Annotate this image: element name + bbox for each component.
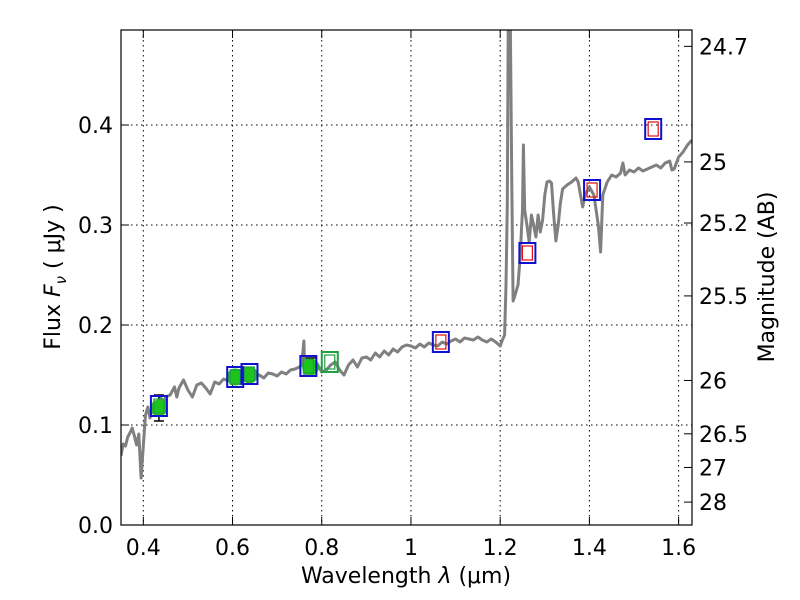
grid-lines xyxy=(121,30,692,526)
x-tick-label: 0.6 xyxy=(215,536,250,561)
y2-axis-ticks: 24.7 25 25.2 25.5 26 26.5 27 28 xyxy=(684,35,748,516)
model-box-inner xyxy=(302,358,314,374)
model-box-inner xyxy=(153,398,165,414)
y-axis-ticks: 0.0 0.1 0.2 0.3 0.4 xyxy=(78,114,129,539)
x-tick-label: 1.2 xyxy=(483,536,518,561)
observed-point xyxy=(226,368,244,386)
model-photometry-boxes xyxy=(149,118,663,417)
x-axis-ticks: 0.4 0.6 0.8 1 1.2 1.4 1.6 xyxy=(126,30,696,561)
model-box-outer xyxy=(149,395,168,417)
observed-point xyxy=(302,358,320,376)
model-box-outer xyxy=(320,351,339,373)
y-tick-label: 0.2 xyxy=(78,314,113,339)
y2-tick-label: 25.5 xyxy=(699,285,748,310)
y-axis-label: Flux Fν ( μJy ) xyxy=(41,204,70,349)
y-tick-label: 0.3 xyxy=(78,214,113,239)
y2-tick-label: 25 xyxy=(699,151,727,176)
x-tick-label: 1.4 xyxy=(572,536,607,561)
model-box-inner xyxy=(243,366,256,382)
model-box-inner xyxy=(324,354,336,370)
y2-axis-label: Magnitude (AB) xyxy=(755,192,780,363)
plot-frame xyxy=(120,29,693,526)
y-tick-label: 0.4 xyxy=(78,114,113,139)
y2-tick-label: 25.2 xyxy=(699,212,748,237)
y2-tick-label: 26 xyxy=(699,369,727,394)
x-tick-label: 1 xyxy=(404,536,418,561)
x-axis-label: Wavelength λ (μm) xyxy=(301,564,511,589)
observed-points xyxy=(150,358,320,417)
model-spectrum-line xyxy=(121,30,692,480)
x-tick-label: 1.6 xyxy=(661,536,696,561)
model-box-inner xyxy=(521,245,533,261)
model-box-inner xyxy=(586,182,598,198)
model-box-outer xyxy=(644,118,663,140)
y2-tick-label: 28 xyxy=(699,491,727,516)
y2-tick-label: 26.5 xyxy=(699,423,748,448)
model-box-outer xyxy=(583,179,602,201)
model-box-inner xyxy=(229,369,241,385)
model-box-inner xyxy=(647,121,659,137)
x-tick-label: 0.4 xyxy=(126,536,161,561)
y-tick-label: 0.0 xyxy=(78,514,113,539)
model-box-inner xyxy=(435,334,447,350)
y2-tick-label: 27 xyxy=(699,456,727,481)
observed-point xyxy=(150,399,168,417)
model-box-outer xyxy=(431,331,450,353)
model-box-outer xyxy=(518,242,537,264)
model-box-outer xyxy=(226,366,245,388)
y-tick-label: 0.1 xyxy=(78,414,113,439)
model-box-outer xyxy=(299,355,318,377)
model-box-outer xyxy=(240,363,259,385)
observed-point xyxy=(240,366,258,384)
x-tick-label: 0.8 xyxy=(304,536,339,561)
y2-tick-label: 24.7 xyxy=(699,35,748,60)
